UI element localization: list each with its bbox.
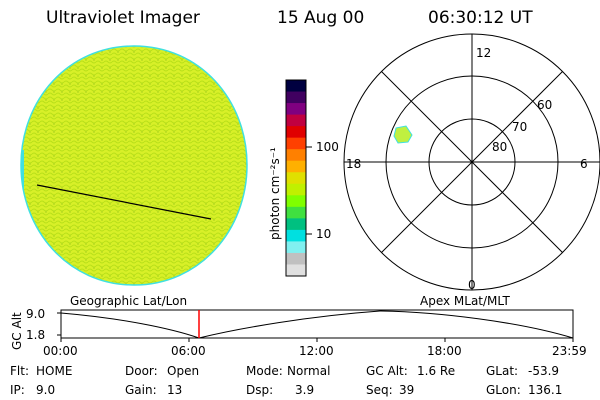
gain-key: Gain: (125, 383, 157, 397)
colorbar-cell (286, 137, 306, 150)
timeline-xtick-0: 00:00 (43, 344, 78, 358)
polar-plot (343, 33, 600, 291)
timeline-plot (57, 309, 574, 342)
timeline-y-title: GC Alt (10, 312, 24, 350)
glon-key: GLon: (486, 383, 521, 397)
colorbar-cell (286, 149, 306, 162)
lat-label-60: 60 (537, 98, 553, 112)
colorbar-cell (286, 183, 306, 196)
gain-value: 13 (167, 383, 183, 397)
colorbar-cell (286, 252, 306, 265)
colorbar-cell (286, 103, 306, 116)
colorbar-cell (286, 264, 306, 277)
flt-key: Flt: (10, 364, 29, 378)
ip-key: IP: (10, 383, 25, 397)
gcalt-value: 1.6 Re (417, 364, 456, 378)
colorbar-cell (286, 114, 306, 127)
timeline-left-label: Geographic Lat/Lon (70, 294, 188, 308)
colorbar-cell (286, 206, 306, 219)
seq-value: 39 (399, 383, 415, 397)
colorbar-cell (286, 195, 306, 208)
colorbar-cell (286, 91, 306, 104)
mlt-label-18: 18 (346, 157, 362, 171)
flt-value: HOME (36, 364, 73, 378)
satellite-track-line (36, 184, 212, 220)
dsp-key: Dsp: (246, 383, 274, 397)
glat-value: -53.9 (528, 364, 560, 378)
mlt-label-12: 12 (476, 46, 492, 60)
timeline-xtick-2: 12:00 (299, 344, 334, 358)
mlt-label-0: 0 (468, 278, 476, 292)
timeline-ytick-1-8: 1.8 (26, 328, 46, 342)
ip-value: 9.0 (36, 383, 56, 397)
altitude-curve (60, 310, 574, 339)
colorbar-cell (286, 241, 306, 254)
timeline-right-label: Apex MLat/MLT (420, 294, 510, 308)
colorbar-cell (286, 229, 306, 242)
dsp-value: 3.9 (295, 383, 315, 397)
earth-disk-image (20, 45, 248, 286)
mode-value: Normal (287, 364, 331, 378)
colorbar-tick-10: 10 (316, 227, 332, 241)
app-title: Ultraviolet Imager (46, 8, 200, 28)
door-key: Door: (125, 364, 158, 378)
mlt-label-6: 6 (580, 157, 588, 171)
mode-key: Mode: (246, 364, 283, 378)
lat-label-80: 80 (492, 140, 508, 154)
seq-key: Seq: (366, 383, 393, 397)
gcalt-key: GC Alt: (366, 364, 408, 378)
auroral-patch (393, 125, 413, 144)
colorbar (285, 79, 312, 277)
lat-label-70: 70 (512, 120, 528, 134)
door-value: Open (167, 364, 200, 378)
colorbar-cell (286, 218, 306, 231)
colorbar-cell (286, 160, 306, 173)
glon-value: 136.1 (528, 383, 563, 397)
timeline-xtick-3: 18:00 (427, 344, 462, 358)
colorbar-unit-label: photon cm⁻²s⁻¹ (268, 147, 282, 240)
time-label: 06:30:12 UT (428, 8, 533, 28)
date-label: 15 Aug 00 (277, 8, 365, 28)
colorbar-cell (286, 126, 306, 139)
colorbar-cell (286, 80, 306, 93)
timeline-ytick-9: 9.0 (26, 307, 46, 321)
timeline-xtick-1: 06:00 (171, 344, 206, 358)
glat-key: GLat: (486, 364, 519, 378)
timeline-xtick-4: 23:59 (552, 344, 587, 358)
colorbar-tick-100: 100 (316, 140, 339, 154)
colorbar-cell (286, 172, 306, 185)
